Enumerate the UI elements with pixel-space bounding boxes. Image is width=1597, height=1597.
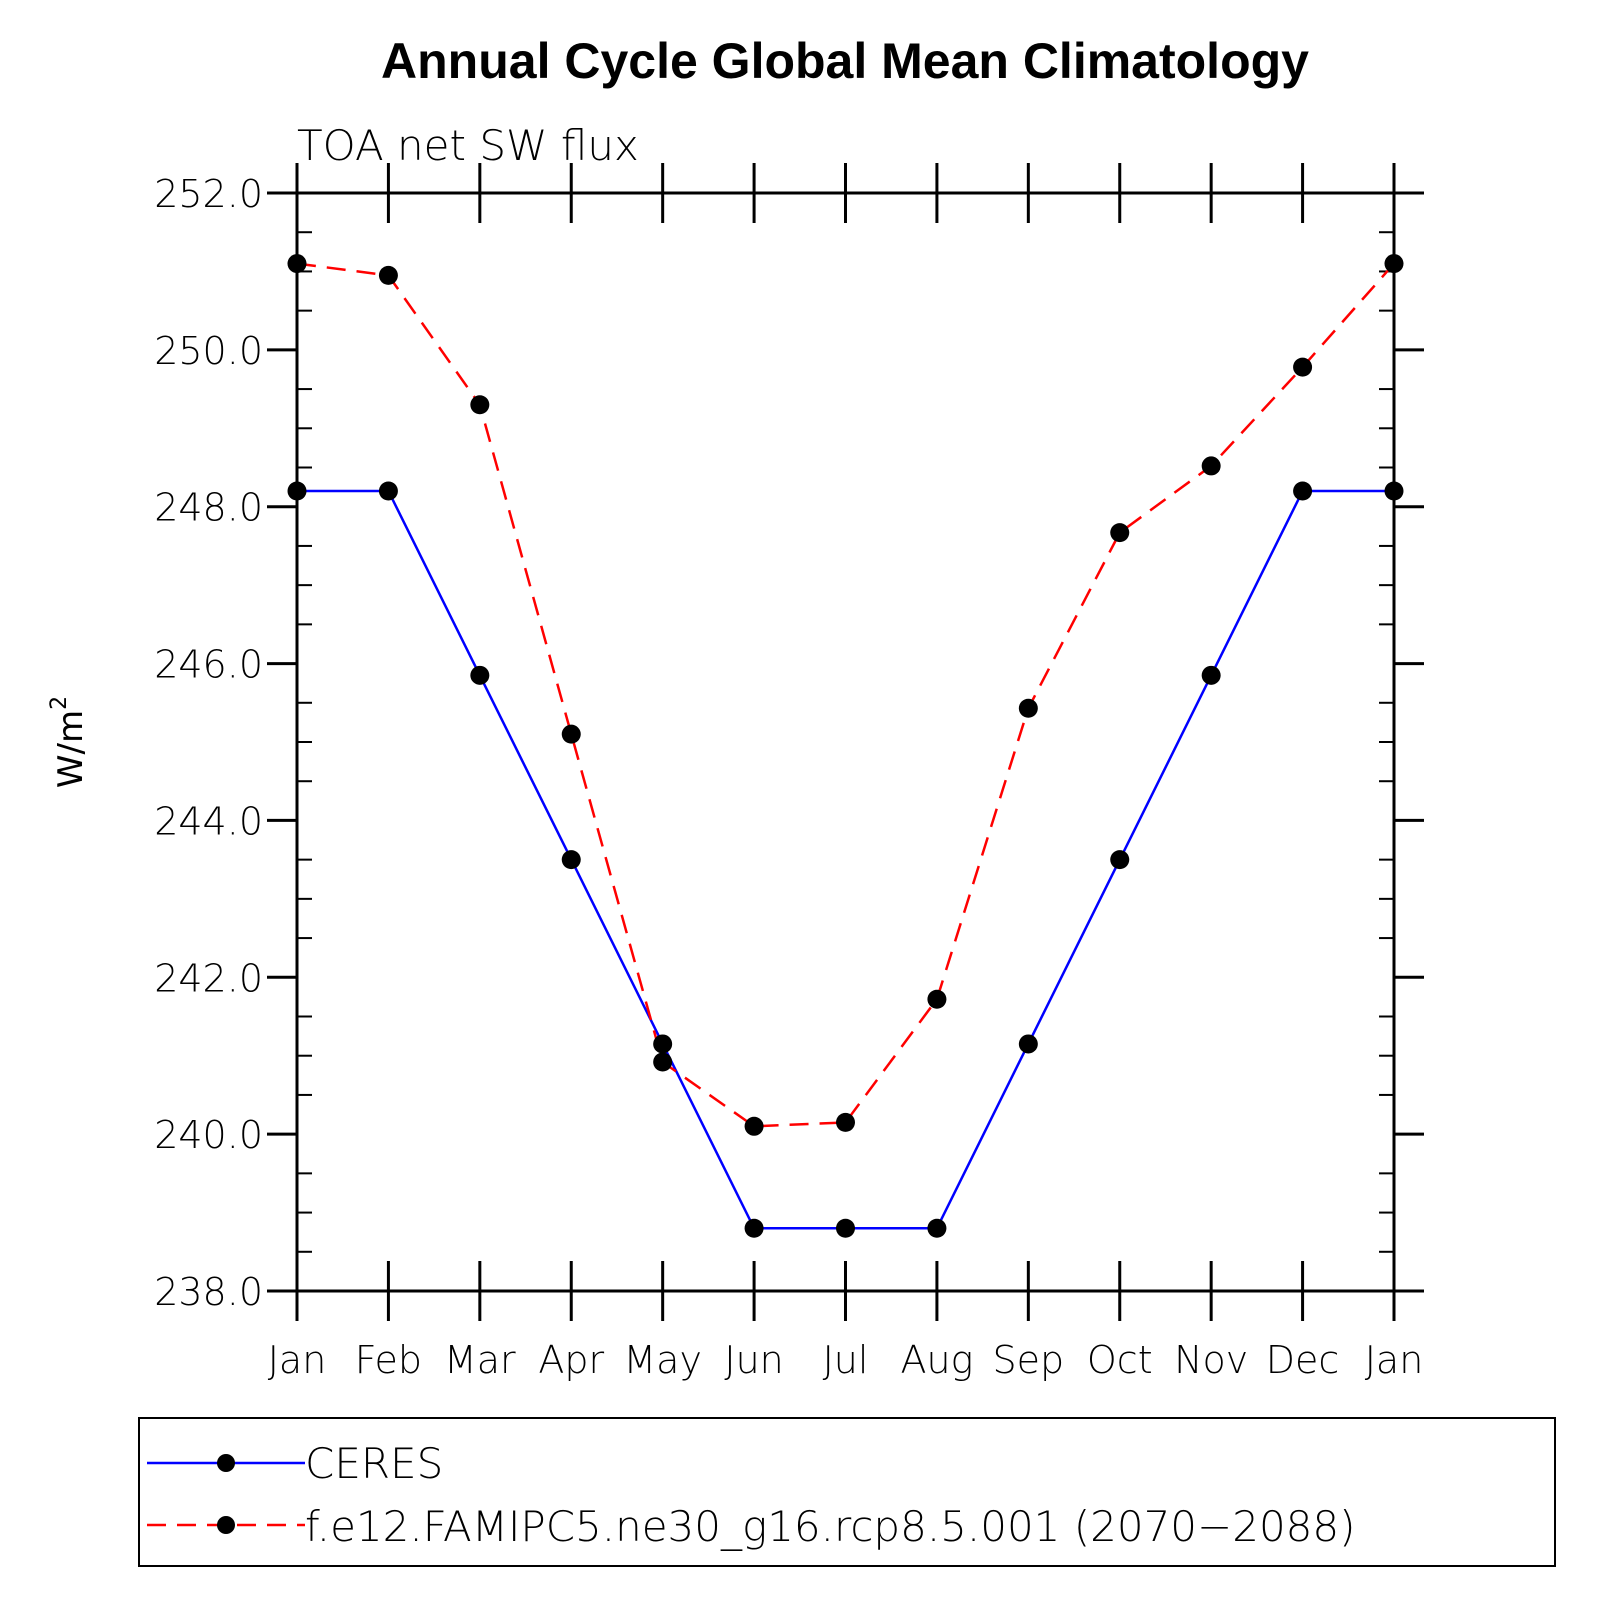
y-tick-label: 250.0 <box>154 329 263 373</box>
x-tick-label: Feb <box>355 1338 422 1382</box>
chart-title: Annual Cycle Global Mean Climatology <box>381 33 1309 89</box>
data-point-model <box>744 1116 764 1136</box>
data-point-ceres <box>744 1218 764 1238</box>
x-tick-label: Jun <box>724 1338 783 1382</box>
data-point-ceres <box>836 1218 855 1238</box>
data-point-model <box>1201 456 1221 476</box>
x-tick-label: Jul <box>823 1338 869 1382</box>
legend-marker-model <box>217 1516 235 1534</box>
legend-label-ceres: CERES <box>305 1439 443 1488</box>
data-point-model <box>561 724 581 744</box>
data-point-ceres <box>378 481 398 501</box>
data-point-ceres <box>653 1034 673 1054</box>
data-point-ceres <box>561 850 581 870</box>
data-point-model <box>1384 254 1404 274</box>
y-axis-label-text: W/m <box>51 710 91 788</box>
y-tick-label: 252.0 <box>154 172 263 216</box>
svg-text:W/m2: W/m2 <box>47 696 91 788</box>
x-tick-label: Jan <box>1365 1338 1424 1382</box>
x-tick-label: Oct <box>1087 1338 1153 1382</box>
x-tick-label: Jan <box>268 1338 327 1382</box>
data-point-model <box>378 265 398 285</box>
y-axis-label: W/m2 <box>47 696 91 788</box>
data-point-model <box>1110 523 1130 543</box>
y-tick-label: 240.0 <box>154 1113 263 1157</box>
data-point-model <box>927 989 947 1009</box>
legend-box <box>138 1417 1556 1567</box>
x-tick-labels: Jan Feb Mar Apr May Jun Jul Aug Sep Oct Nov Dec Jan <box>268 1338 1424 1382</box>
legend-label-model: f.e12.FAMIPC5.ne30_g16.rcp8.5.001 (2070−… <box>305 1502 1356 1551</box>
y-tick-label: 238.0 <box>154 1270 263 1314</box>
y-tick-labels: 238.0 240.0 242.0 244.0 246.0 248.0 250.0 252.0 <box>154 172 263 1314</box>
data-point-ceres <box>470 665 490 685</box>
data-point-model <box>1293 357 1313 377</box>
legend: CERES f.e12.FAMIPC5.ne30_g16.rcp8.5.001 … <box>138 1417 1556 1567</box>
data-point-model <box>287 254 307 274</box>
data-point-ceres <box>287 481 307 501</box>
data-point-model <box>653 1052 673 1072</box>
data-point-model <box>1018 698 1038 718</box>
x-tick-label: Dec <box>1266 1338 1340 1382</box>
data-point-ceres <box>1110 850 1130 870</box>
y-axis-label-superscript: 2 <box>47 696 72 710</box>
data-point-ceres <box>927 1218 947 1238</box>
x-tick-label: Apr <box>538 1338 604 1382</box>
data-point-ceres <box>1201 665 1221 685</box>
x-tick-label: Mar <box>444 1338 516 1382</box>
data-point-model <box>470 395 490 415</box>
y-tick-label: 248.0 <box>154 486 263 530</box>
y-tick-label: 244.0 <box>154 799 263 843</box>
y-tick-label: 242.0 <box>154 956 263 1000</box>
data-point-ceres <box>1293 481 1313 501</box>
x-tick-label: Aug <box>900 1338 973 1382</box>
data-point-model <box>836 1112 855 1132</box>
data-series <box>287 254 1404 1238</box>
series-line-model <box>296 262 1395 1128</box>
x-tick-label: Nov <box>1174 1338 1248 1382</box>
x-tick-label: May <box>623 1338 702 1382</box>
chart-subtitle: TOA net SW flux <box>297 121 639 170</box>
y-tick-label: 246.0 <box>154 643 263 687</box>
data-point-ceres <box>1018 1034 1038 1054</box>
data-point-ceres <box>1384 481 1404 501</box>
axis-ticks <box>267 163 1424 1321</box>
legend-marker-ceres <box>217 1454 235 1472</box>
x-tick-label: Sep <box>993 1338 1065 1382</box>
